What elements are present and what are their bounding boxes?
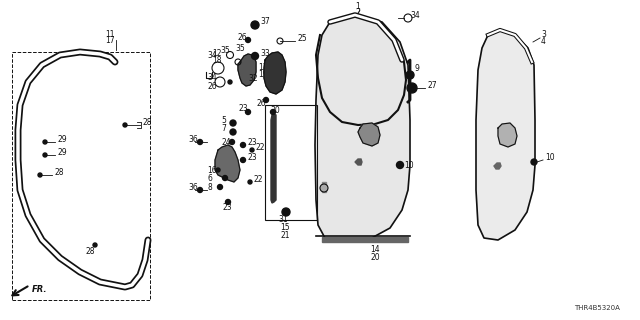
Text: 15: 15 — [280, 223, 290, 233]
Polygon shape — [322, 237, 408, 242]
Text: 33: 33 — [260, 49, 269, 58]
Text: 23: 23 — [247, 138, 257, 147]
Text: 23: 23 — [238, 103, 248, 113]
Text: 22: 22 — [253, 174, 262, 183]
Polygon shape — [215, 145, 240, 182]
Circle shape — [225, 199, 230, 204]
Text: 10: 10 — [545, 153, 555, 162]
Circle shape — [123, 123, 127, 127]
Polygon shape — [355, 159, 362, 165]
Circle shape — [407, 83, 417, 93]
Circle shape — [218, 185, 223, 189]
Text: 20: 20 — [370, 252, 380, 261]
Bar — [12, 52, 150, 300]
Circle shape — [38, 173, 42, 177]
Text: 5: 5 — [221, 116, 226, 124]
Polygon shape — [494, 163, 501, 169]
Text: 4: 4 — [541, 36, 546, 45]
Text: 19: 19 — [258, 69, 268, 78]
Polygon shape — [476, 30, 535, 240]
Circle shape — [230, 129, 236, 135]
Circle shape — [271, 109, 275, 115]
Text: 25: 25 — [297, 34, 307, 43]
Text: 36: 36 — [188, 182, 198, 191]
Text: 23: 23 — [247, 153, 257, 162]
Text: 35: 35 — [220, 45, 230, 54]
Text: 32: 32 — [248, 74, 258, 83]
Polygon shape — [498, 123, 517, 147]
Text: 26: 26 — [207, 82, 216, 91]
Polygon shape — [238, 54, 256, 86]
Text: 28: 28 — [142, 117, 152, 126]
Text: 34: 34 — [207, 73, 217, 82]
Text: 11: 11 — [105, 29, 115, 38]
Circle shape — [43, 140, 47, 144]
Text: 26: 26 — [256, 99, 266, 108]
Circle shape — [223, 175, 227, 180]
Text: 23: 23 — [222, 204, 232, 212]
Text: 29: 29 — [57, 148, 67, 156]
Circle shape — [230, 120, 236, 126]
Text: 36: 36 — [188, 134, 198, 143]
Text: 24: 24 — [221, 138, 230, 147]
Text: 1: 1 — [356, 2, 360, 11]
Text: 7: 7 — [221, 124, 226, 132]
Text: 27: 27 — [427, 81, 436, 90]
Text: FR.: FR. — [32, 285, 47, 294]
Text: 6: 6 — [207, 173, 212, 182]
Bar — [265, 105, 317, 220]
Polygon shape — [315, 15, 410, 242]
Circle shape — [397, 162, 403, 169]
Text: 28: 28 — [54, 167, 63, 177]
Circle shape — [320, 184, 328, 192]
Text: 28: 28 — [85, 247, 95, 257]
Text: 34: 34 — [207, 51, 217, 60]
Text: 10: 10 — [404, 161, 413, 170]
Circle shape — [230, 140, 234, 145]
Circle shape — [248, 180, 252, 184]
Text: 12: 12 — [212, 49, 221, 58]
Circle shape — [198, 140, 202, 145]
Text: 37: 37 — [260, 17, 269, 26]
Text: 13: 13 — [258, 62, 268, 71]
Circle shape — [531, 159, 537, 165]
Circle shape — [264, 98, 269, 102]
Polygon shape — [264, 52, 286, 94]
Circle shape — [241, 157, 246, 163]
Circle shape — [246, 37, 250, 43]
Circle shape — [228, 80, 232, 84]
Circle shape — [241, 142, 246, 148]
Text: THR4B5320A: THR4B5320A — [574, 305, 620, 311]
Polygon shape — [271, 114, 276, 203]
Text: 26: 26 — [237, 33, 246, 42]
Circle shape — [251, 21, 259, 29]
Text: 8: 8 — [207, 182, 212, 191]
Text: 22: 22 — [255, 142, 264, 151]
Text: 35: 35 — [235, 44, 244, 52]
Text: 14: 14 — [370, 245, 380, 254]
Text: 2: 2 — [356, 7, 360, 17]
Circle shape — [406, 71, 414, 79]
Circle shape — [216, 168, 220, 172]
Polygon shape — [322, 182, 326, 192]
Text: 9: 9 — [414, 63, 419, 73]
Circle shape — [282, 208, 290, 216]
Text: 21: 21 — [280, 230, 290, 239]
Text: 18: 18 — [212, 55, 221, 65]
Circle shape — [252, 52, 259, 60]
Text: 16: 16 — [207, 165, 216, 174]
Circle shape — [43, 153, 47, 157]
Text: 29: 29 — [57, 134, 67, 143]
Text: 3: 3 — [541, 29, 546, 38]
Circle shape — [198, 188, 202, 193]
Text: 17: 17 — [105, 36, 115, 44]
Text: 34: 34 — [410, 11, 420, 20]
Circle shape — [93, 243, 97, 247]
Text: 30: 30 — [270, 106, 280, 115]
Circle shape — [246, 109, 250, 115]
Text: 31: 31 — [278, 214, 288, 223]
Circle shape — [250, 148, 254, 152]
Polygon shape — [358, 123, 380, 146]
